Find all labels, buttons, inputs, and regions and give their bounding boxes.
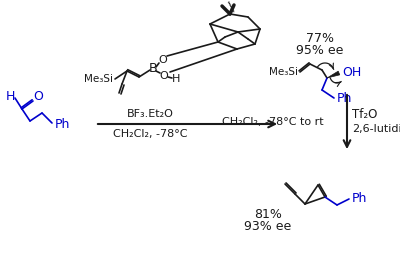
Text: Ph: Ph (352, 193, 367, 206)
Text: H: H (5, 91, 15, 104)
Text: O: O (159, 55, 167, 65)
Text: BF₃.Et₂O: BF₃.Et₂O (126, 109, 174, 119)
Text: 93% ee: 93% ee (244, 221, 292, 233)
Text: Tf₂O: Tf₂O (352, 107, 377, 120)
Text: O: O (160, 71, 168, 81)
Text: Me₃Si: Me₃Si (269, 67, 298, 77)
Text: Ph: Ph (55, 118, 70, 131)
Text: H: H (172, 74, 180, 84)
Text: B: B (149, 63, 157, 76)
Text: 95% ee: 95% ee (296, 45, 344, 57)
Text: Ph: Ph (337, 92, 352, 106)
Text: 2,6-lutidine: 2,6-lutidine (352, 124, 400, 134)
Text: 77%: 77% (306, 32, 334, 45)
Text: CH₂Cl₂, -78°C: CH₂Cl₂, -78°C (113, 129, 187, 139)
Polygon shape (327, 71, 340, 78)
Text: OH: OH (342, 66, 361, 79)
Text: Me₃Si: Me₃Si (84, 74, 113, 84)
Text: CH₂Cl₂, -78°C to rt: CH₂Cl₂, -78°C to rt (222, 117, 324, 127)
Text: 81%: 81% (254, 209, 282, 221)
Text: O: O (33, 91, 43, 104)
Text: /: / (226, 0, 238, 13)
